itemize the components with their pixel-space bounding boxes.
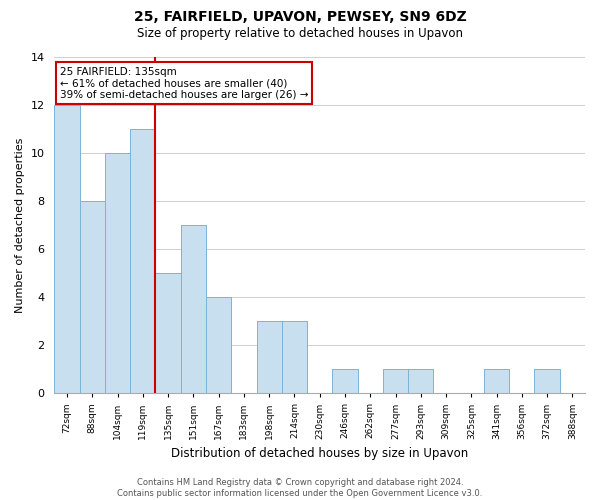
Bar — [383, 369, 408, 394]
Y-axis label: Number of detached properties: Number of detached properties — [15, 137, 25, 312]
Bar — [332, 369, 358, 394]
Bar — [55, 104, 80, 394]
Text: 25 FAIRFIELD: 135sqm
← 61% of detached houses are smaller (40)
39% of semi-detac: 25 FAIRFIELD: 135sqm ← 61% of detached h… — [60, 66, 308, 100]
Bar — [155, 273, 181, 394]
Bar — [130, 128, 155, 394]
Bar — [282, 321, 307, 394]
Bar — [484, 369, 509, 394]
Bar — [408, 369, 433, 394]
Text: Size of property relative to detached houses in Upavon: Size of property relative to detached ho… — [137, 28, 463, 40]
Bar — [257, 321, 282, 394]
Bar — [105, 152, 130, 394]
Bar — [181, 225, 206, 394]
Bar — [206, 297, 231, 394]
Text: 25, FAIRFIELD, UPAVON, PEWSEY, SN9 6DZ: 25, FAIRFIELD, UPAVON, PEWSEY, SN9 6DZ — [134, 10, 466, 24]
Text: Contains HM Land Registry data © Crown copyright and database right 2024.
Contai: Contains HM Land Registry data © Crown c… — [118, 478, 482, 498]
X-axis label: Distribution of detached houses by size in Upavon: Distribution of detached houses by size … — [171, 447, 469, 460]
Bar — [80, 201, 105, 394]
Bar — [535, 369, 560, 394]
